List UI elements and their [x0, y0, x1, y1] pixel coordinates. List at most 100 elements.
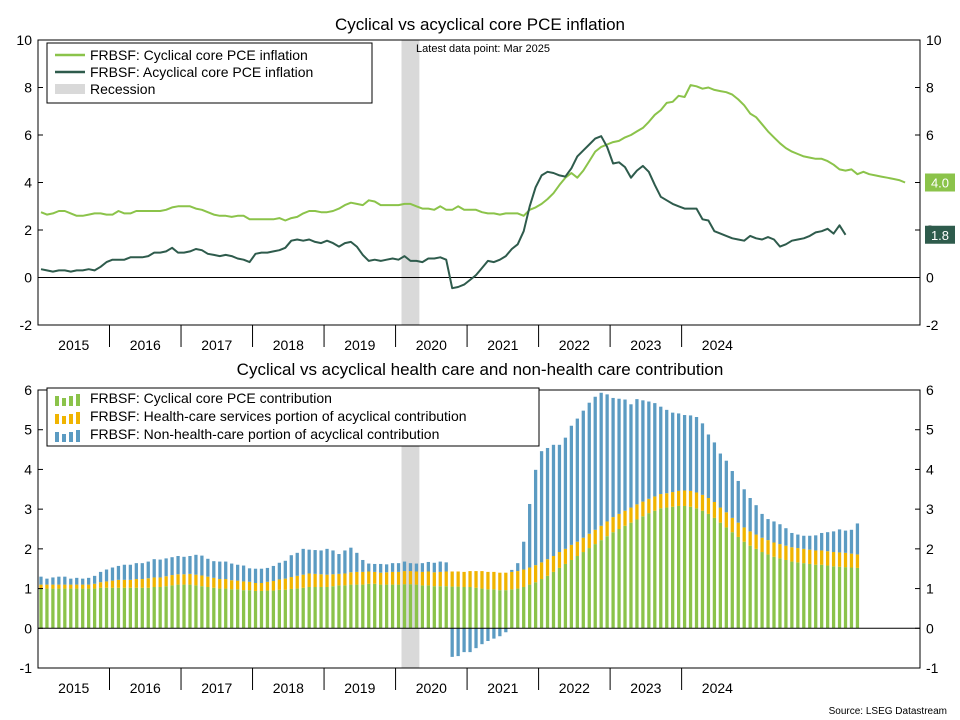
health-care-bar: [802, 548, 806, 564]
health-care-bar: [623, 510, 627, 526]
health-care-bar: [289, 577, 293, 589]
non-health-care-bar: [98, 571, 103, 583]
cyclical-contribution-bar: [688, 506, 693, 629]
cyclical-contribution-bar: [623, 525, 627, 629]
cyclical-contribution-bar: [158, 586, 162, 629]
cyclical-contribution-bar: [802, 563, 806, 629]
health-care-bar: [629, 507, 633, 523]
non-health-care-bar: [289, 555, 293, 578]
non-health-care-bar: [384, 564, 389, 573]
cyclical-pce-line: [40, 84, 906, 222]
non-health-care-bar: [665, 409, 669, 494]
cyclical-contribution-bar: [402, 584, 407, 629]
non-health-care-bar: [528, 503, 532, 568]
cyclical-contribution-bar: [379, 584, 383, 629]
health-care-bar: [825, 551, 830, 566]
cyclical-contribution-bar: [63, 588, 67, 629]
cyclical-contribution-bar: [736, 536, 740, 629]
non-health-care-bar: [569, 425, 574, 545]
non-health-care-bar: [688, 415, 693, 491]
cyclical-contribution-bar: [176, 584, 180, 629]
non-health-care-bar: [438, 561, 442, 572]
health-care-bar: [408, 571, 413, 585]
non-health-care-bar: [265, 567, 270, 582]
top-y-left-tick-label: 8: [24, 80, 32, 96]
non-health-care-bar: [349, 547, 353, 573]
top-y-right-tick-label: 8: [926, 80, 934, 96]
health-care-bar: [557, 552, 562, 568]
health-care-bar: [319, 574, 323, 587]
top-y-right-tick-label: -2: [926, 317, 939, 333]
health-care-bar: [325, 574, 329, 587]
health-care-bar: [373, 571, 377, 584]
cyclical-contribution-bar: [283, 589, 287, 629]
health-care-bar: [790, 547, 794, 562]
health-care-bar: [587, 533, 591, 549]
health-care-bar: [128, 579, 133, 588]
cyclical-acyclical-pce-chart: Cyclical vs acyclical core PCE inflation…: [16, 15, 955, 353]
non-health-care-bar: [802, 535, 806, 549]
bottom-x-tick-label: 2016: [130, 680, 161, 696]
cyclical-contribution-bar: [742, 541, 746, 629]
top-x-tick-label: 2020: [416, 337, 447, 353]
health-care-bar: [849, 553, 854, 568]
legend-label-cyclical-contribution: FRBSF: Cyclical core PCE contribution: [90, 390, 332, 406]
health-care-bar: [414, 571, 419, 585]
cyclical-contribution-bar: [760, 552, 764, 629]
bottom-x-tick-label: 2021: [487, 680, 518, 696]
health-care-bar: [39, 584, 43, 589]
cyclical-contribution-bar: [170, 585, 174, 629]
health-care-bar: [253, 583, 258, 591]
non-health-care-bar: [170, 557, 174, 576]
top-y-right-tick-label: 0: [926, 270, 934, 286]
non-health-care-bar: [504, 628, 508, 633]
non-health-care-bar: [820, 532, 824, 551]
cyclical-contribution-bar: [545, 575, 550, 629]
cyclical-contribution-bar: [230, 589, 234, 629]
health-care-bar: [104, 581, 109, 588]
non-health-care-bar: [444, 562, 448, 572]
cyclical-contribution-bar: [718, 522, 722, 629]
non-health-care-bar: [706, 434, 711, 499]
health-care-bar: [647, 498, 651, 514]
non-health-care-bar: [671, 412, 675, 493]
cyclical-contribution-bar: [456, 586, 460, 629]
non-health-care-bar: [694, 417, 699, 493]
non-health-care-bar: [218, 561, 222, 580]
health-care-bar: [355, 571, 359, 585]
cyclical-contribution-bar: [700, 510, 705, 629]
cyclical-contribution-bar: [152, 586, 156, 629]
cyclical-contribution-bar: [241, 590, 246, 629]
health-care-bar: [814, 550, 818, 565]
health-care-bar: [831, 552, 836, 567]
cyclical-contribution-bar: [659, 508, 663, 629]
cyclical-contribution-bar: [212, 587, 216, 629]
non-health-care-bar: [313, 550, 317, 574]
non-health-care-bar: [796, 534, 800, 549]
cyclical-contribution-bar: [504, 590, 508, 629]
non-health-care-bar: [742, 489, 746, 528]
health-care-bar: [498, 572, 502, 591]
health-care-bar: [760, 537, 764, 553]
health-care-bar: [820, 550, 824, 565]
non-health-care-bar: [510, 569, 514, 572]
non-health-care-bar: [533, 469, 538, 566]
cyclical-contribution-bar: [516, 588, 520, 629]
non-health-care-bar: [92, 575, 97, 584]
health-care-bar: [432, 572, 436, 587]
health-care-bar: [295, 575, 299, 589]
top-x-tick-label: 2024: [702, 337, 733, 353]
legend-swatch-health-care: [55, 412, 80, 424]
health-care-bar: [659, 494, 663, 509]
non-health-care-bar: [63, 576, 67, 585]
health-care-bar: [57, 584, 61, 589]
cyclical-contribution-bar: [611, 532, 615, 629]
health-care-bar: [539, 562, 544, 580]
non-health-care-bar: [831, 531, 836, 553]
non-health-care-bar: [843, 530, 848, 553]
bottom-y-left-tick-label: 4: [24, 461, 32, 477]
cyclical-contribution-bar: [551, 571, 556, 629]
top-x-tick-label: 2017: [201, 337, 232, 353]
health-care-bar: [301, 574, 305, 588]
bottom-x-tick-label: 2018: [273, 680, 304, 696]
